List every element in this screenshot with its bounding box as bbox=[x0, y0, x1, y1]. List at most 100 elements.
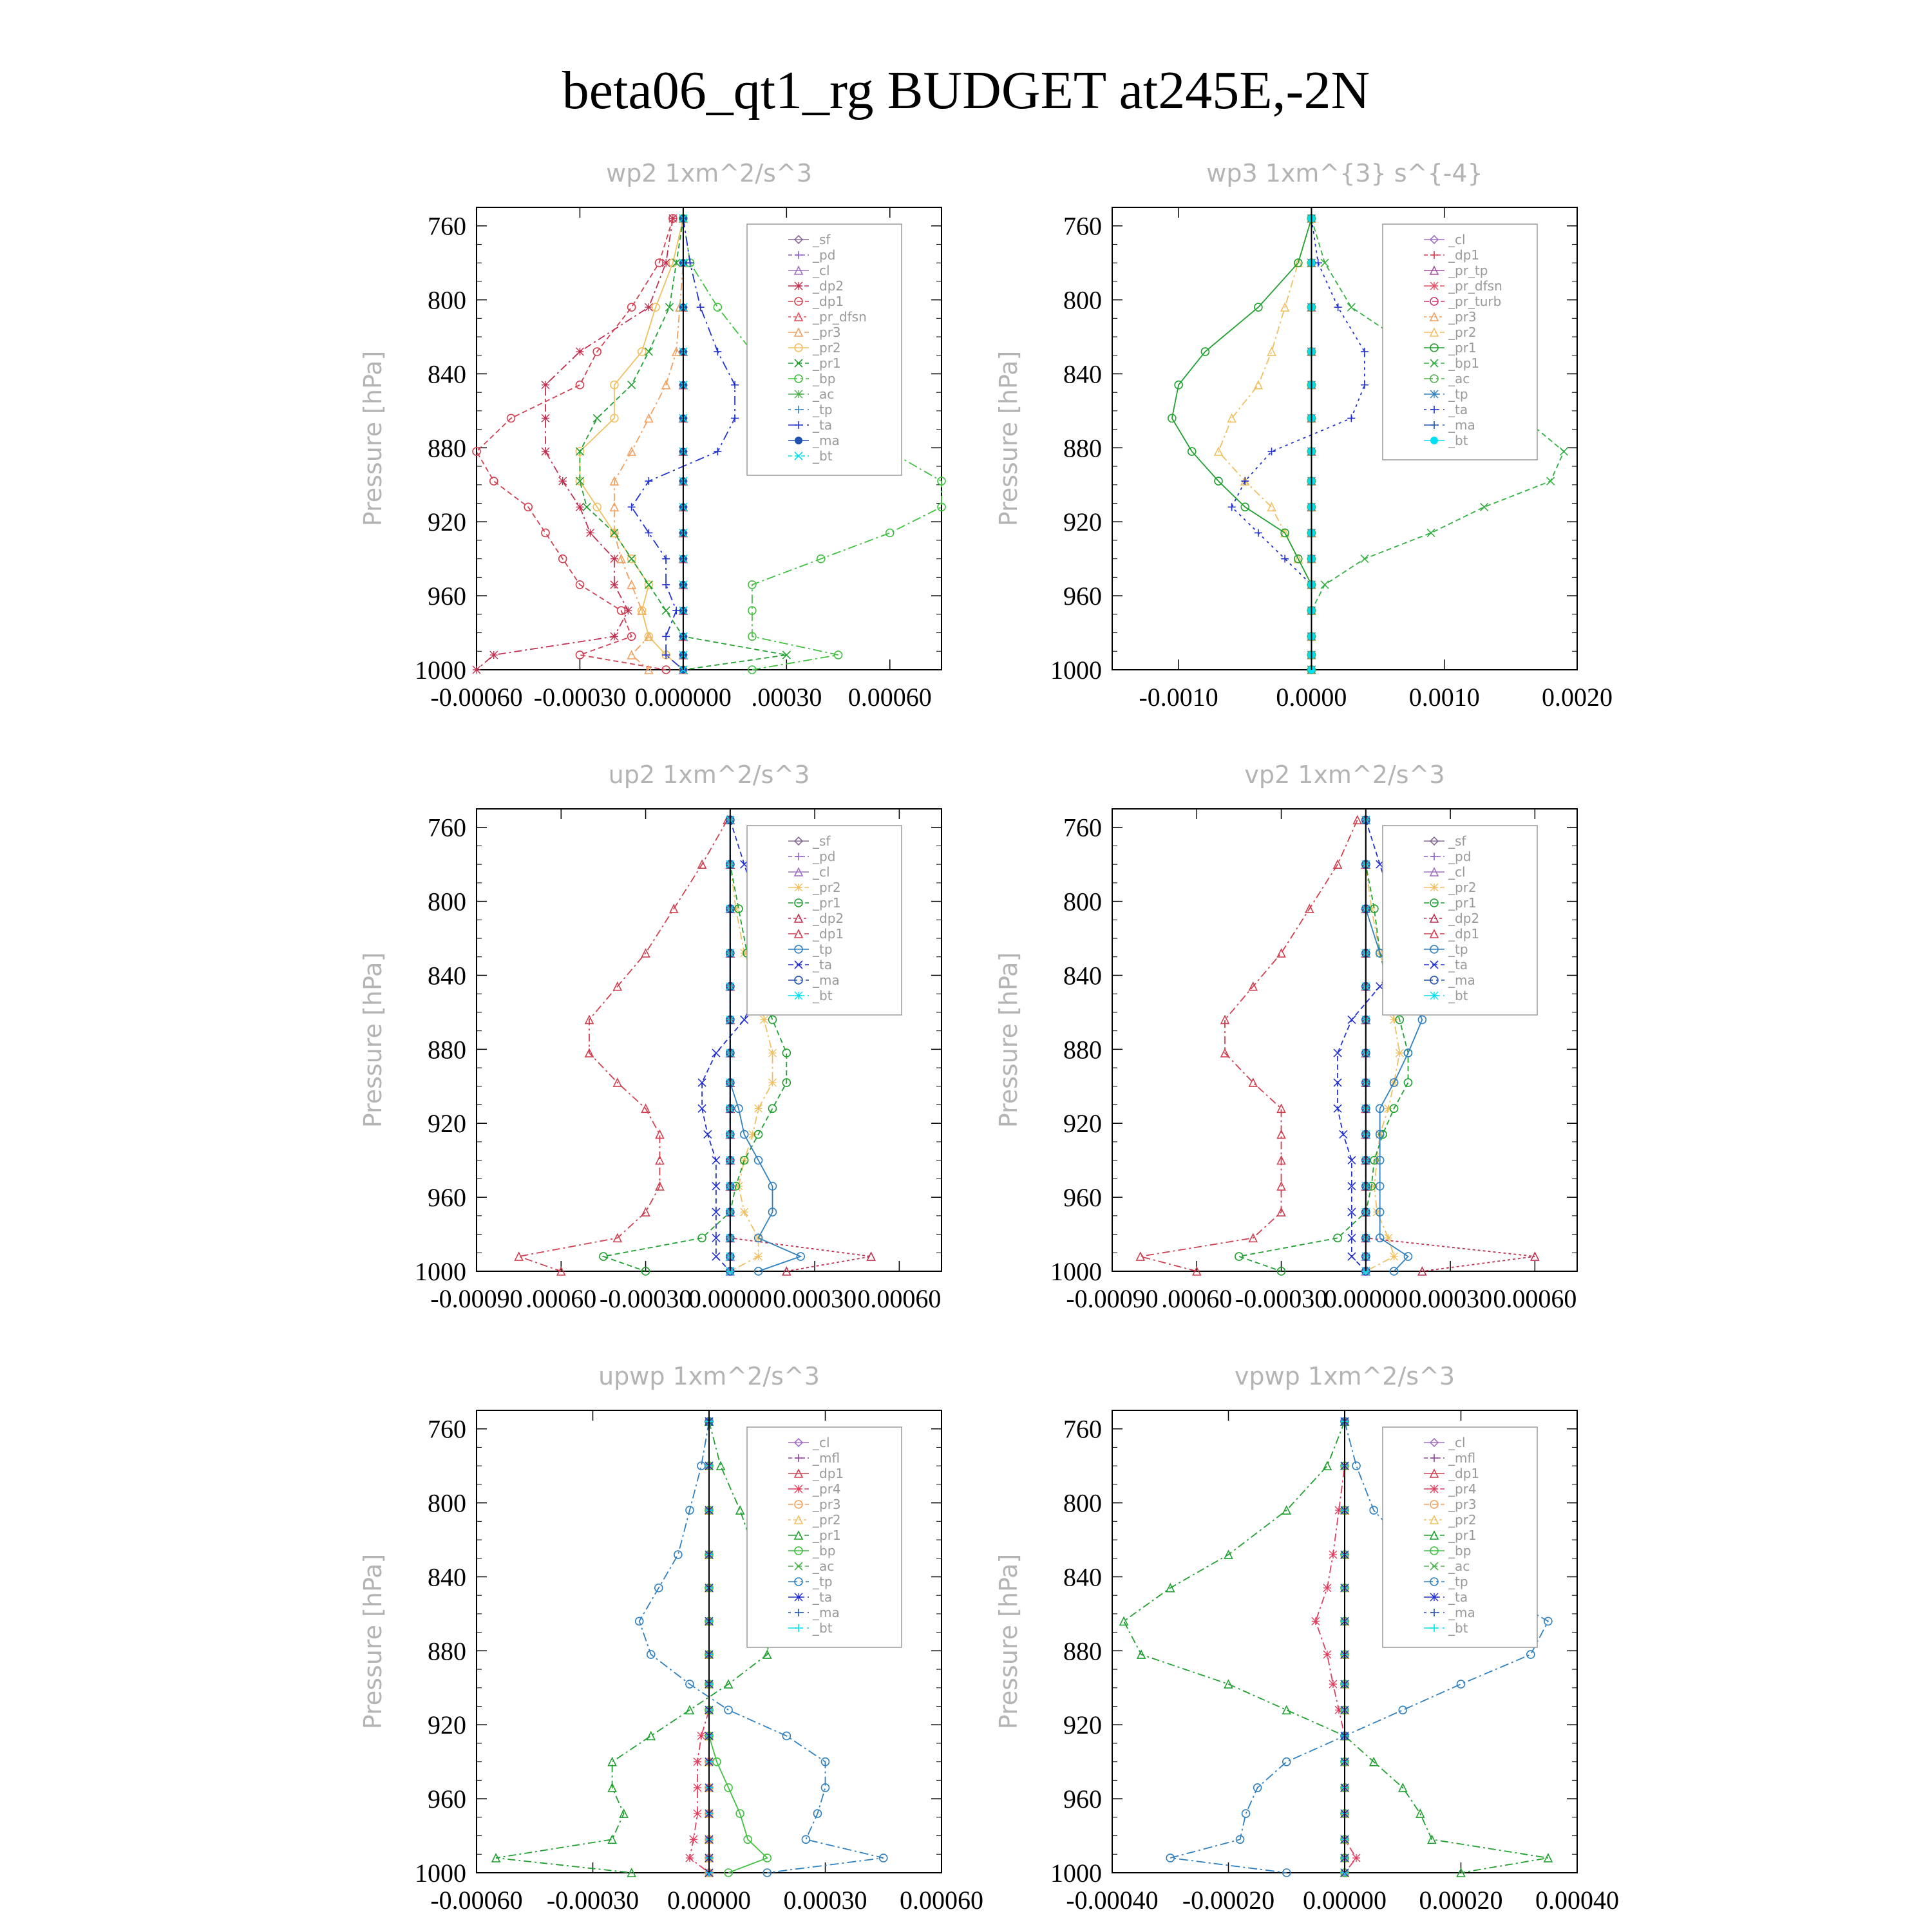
series-point-pr2 bbox=[644, 580, 654, 589]
legend-marker bbox=[795, 1609, 802, 1616]
series-point-dp1 bbox=[584, 1048, 594, 1057]
legend-label: _pr_tp bbox=[1448, 263, 1488, 278]
series-point-pr1 bbox=[619, 1808, 629, 1818]
x-tick-label: 0.00060 bbox=[857, 1284, 941, 1313]
plot-frame bbox=[476, 808, 942, 1272]
legend-marker bbox=[794, 1577, 803, 1586]
series-point-dp2 bbox=[575, 347, 584, 356]
series-point-ta bbox=[712, 1208, 721, 1217]
series-point-pr1 bbox=[607, 1756, 617, 1766]
series-point-dp1 bbox=[1276, 1103, 1286, 1113]
series-point-dp1 bbox=[489, 477, 498, 486]
legend-label: _ac bbox=[812, 386, 834, 402]
series-point-pr2 bbox=[1267, 502, 1276, 512]
series-point-tp bbox=[1241, 1809, 1251, 1818]
series-point-ta bbox=[740, 1015, 749, 1024]
series-point-ta bbox=[1334, 303, 1342, 312]
figure-title: beta06_qt1_rg BUDGET at245E,-2N bbox=[562, 61, 1370, 120]
series-point-pr2 bbox=[1384, 1104, 1393, 1113]
series-point-ta bbox=[697, 1104, 706, 1113]
series-point-ta bbox=[662, 580, 670, 589]
legend-label: _dp2 bbox=[812, 911, 844, 926]
y-tick-label: 840 bbox=[428, 961, 466, 990]
series-point-pr4 bbox=[1334, 1705, 1343, 1714]
panel-title: wp3 1xm^{3} s^{-4} bbox=[1206, 159, 1482, 187]
legend-label: _pr_dfsn bbox=[812, 309, 867, 325]
series-point-pr1 bbox=[1368, 1756, 1379, 1766]
series-point-bp bbox=[762, 1853, 772, 1862]
series-point-pr2 bbox=[610, 528, 619, 538]
series-point-pr4 bbox=[697, 1731, 706, 1740]
series-point-ta bbox=[1360, 381, 1368, 389]
series-point-pr1 bbox=[1214, 477, 1223, 486]
series-point-tp bbox=[1375, 1155, 1385, 1165]
series-line-pr1 bbox=[601, 820, 788, 1272]
series-point-pr1 bbox=[1165, 1582, 1175, 1593]
x-tick-label: -0.00030 bbox=[547, 1886, 639, 1915]
legend-label: _pr4 bbox=[1448, 1481, 1477, 1497]
legend-marker bbox=[1430, 374, 1439, 383]
y-axis-label: Pressure [hPa] bbox=[994, 351, 1023, 527]
series-point-bp bbox=[712, 1757, 721, 1766]
series-point-pr2 bbox=[1370, 1182, 1379, 1191]
series-point-pr1 bbox=[768, 1104, 777, 1113]
x-tick-label: .00060 bbox=[1161, 1284, 1232, 1313]
series-point-dp1 bbox=[612, 1077, 623, 1087]
series-line-pr2 bbox=[729, 820, 773, 1272]
series-point-tp bbox=[820, 1783, 830, 1792]
legend-marker bbox=[1429, 929, 1439, 938]
legend-label: _pr1 bbox=[812, 895, 841, 911]
legend-label: _tp bbox=[812, 942, 833, 957]
series-point-dp1 bbox=[612, 981, 623, 991]
x-tick-label: 0.000000 bbox=[635, 683, 732, 712]
legend-box bbox=[746, 223, 902, 476]
legend-label: _ma bbox=[1448, 417, 1475, 433]
series-point-pr1 bbox=[782, 650, 791, 659]
series-point-pr1 bbox=[715, 1461, 726, 1470]
series-point-dp2 bbox=[782, 1266, 791, 1276]
legend-label: _ac bbox=[1448, 371, 1470, 386]
series-point-pr1 bbox=[1280, 528, 1289, 538]
series-point-pr1 bbox=[735, 1505, 745, 1515]
series-point-pr1 bbox=[1397, 1783, 1408, 1792]
series-point-pr1 bbox=[1403, 1078, 1413, 1087]
legend-label: _pr3 bbox=[812, 325, 841, 340]
legend-label: _pr2 bbox=[1448, 1512, 1477, 1528]
legend-label: _pr3 bbox=[812, 1497, 841, 1512]
series-point-tp bbox=[1389, 1267, 1399, 1276]
legend-marker bbox=[1429, 1515, 1439, 1524]
series-point-pr2 bbox=[1384, 1233, 1393, 1242]
series-point-dp2 bbox=[1417, 1266, 1427, 1276]
series-point-bp bbox=[748, 606, 757, 615]
legend-marker bbox=[794, 390, 803, 399]
panels: wp2 1xm^2/s^3 Pressure [hPa] 760 800 840 880 9… bbox=[359, 159, 1619, 1915]
series-point-dp1 bbox=[472, 447, 481, 456]
y-tick-label: 1000 bbox=[1050, 1257, 1102, 1286]
series-point-ta bbox=[1347, 1182, 1356, 1191]
series-point-pr2 bbox=[1267, 346, 1276, 356]
series-point-dp1 bbox=[1276, 1181, 1286, 1191]
series-point-dp1 bbox=[541, 528, 550, 538]
series-point-tp bbox=[1375, 1104, 1385, 1113]
legend-marker bbox=[1429, 1468, 1439, 1478]
series-point-tp bbox=[1417, 1015, 1427, 1025]
x-tick-label: 0.00060 bbox=[848, 683, 932, 712]
panel-title: vp2 1xm^2/s^3 bbox=[1244, 761, 1444, 789]
series-point-dp1 bbox=[1220, 1014, 1230, 1025]
series-point-dp1 bbox=[669, 904, 679, 913]
series-point-pr2 bbox=[740, 949, 749, 958]
series-point-tp bbox=[1375, 1130, 1385, 1139]
legend-label: _tp bbox=[812, 1574, 833, 1589]
legend-marker bbox=[795, 406, 802, 413]
series-point-tp bbox=[1375, 1233, 1385, 1243]
series-point-pr2 bbox=[768, 1078, 777, 1087]
series-line-dp1 bbox=[1140, 819, 1358, 1272]
series-point-bp1 bbox=[1480, 502, 1489, 511]
series-point-pr1 bbox=[1333, 1233, 1342, 1243]
legend-label: _dp2 bbox=[812, 278, 844, 294]
series-point-pr1 bbox=[491, 1853, 501, 1862]
series-point-pr1 bbox=[723, 1679, 734, 1689]
legend-marker bbox=[1429, 1437, 1439, 1448]
y-tick-label: 840 bbox=[1063, 1562, 1102, 1591]
